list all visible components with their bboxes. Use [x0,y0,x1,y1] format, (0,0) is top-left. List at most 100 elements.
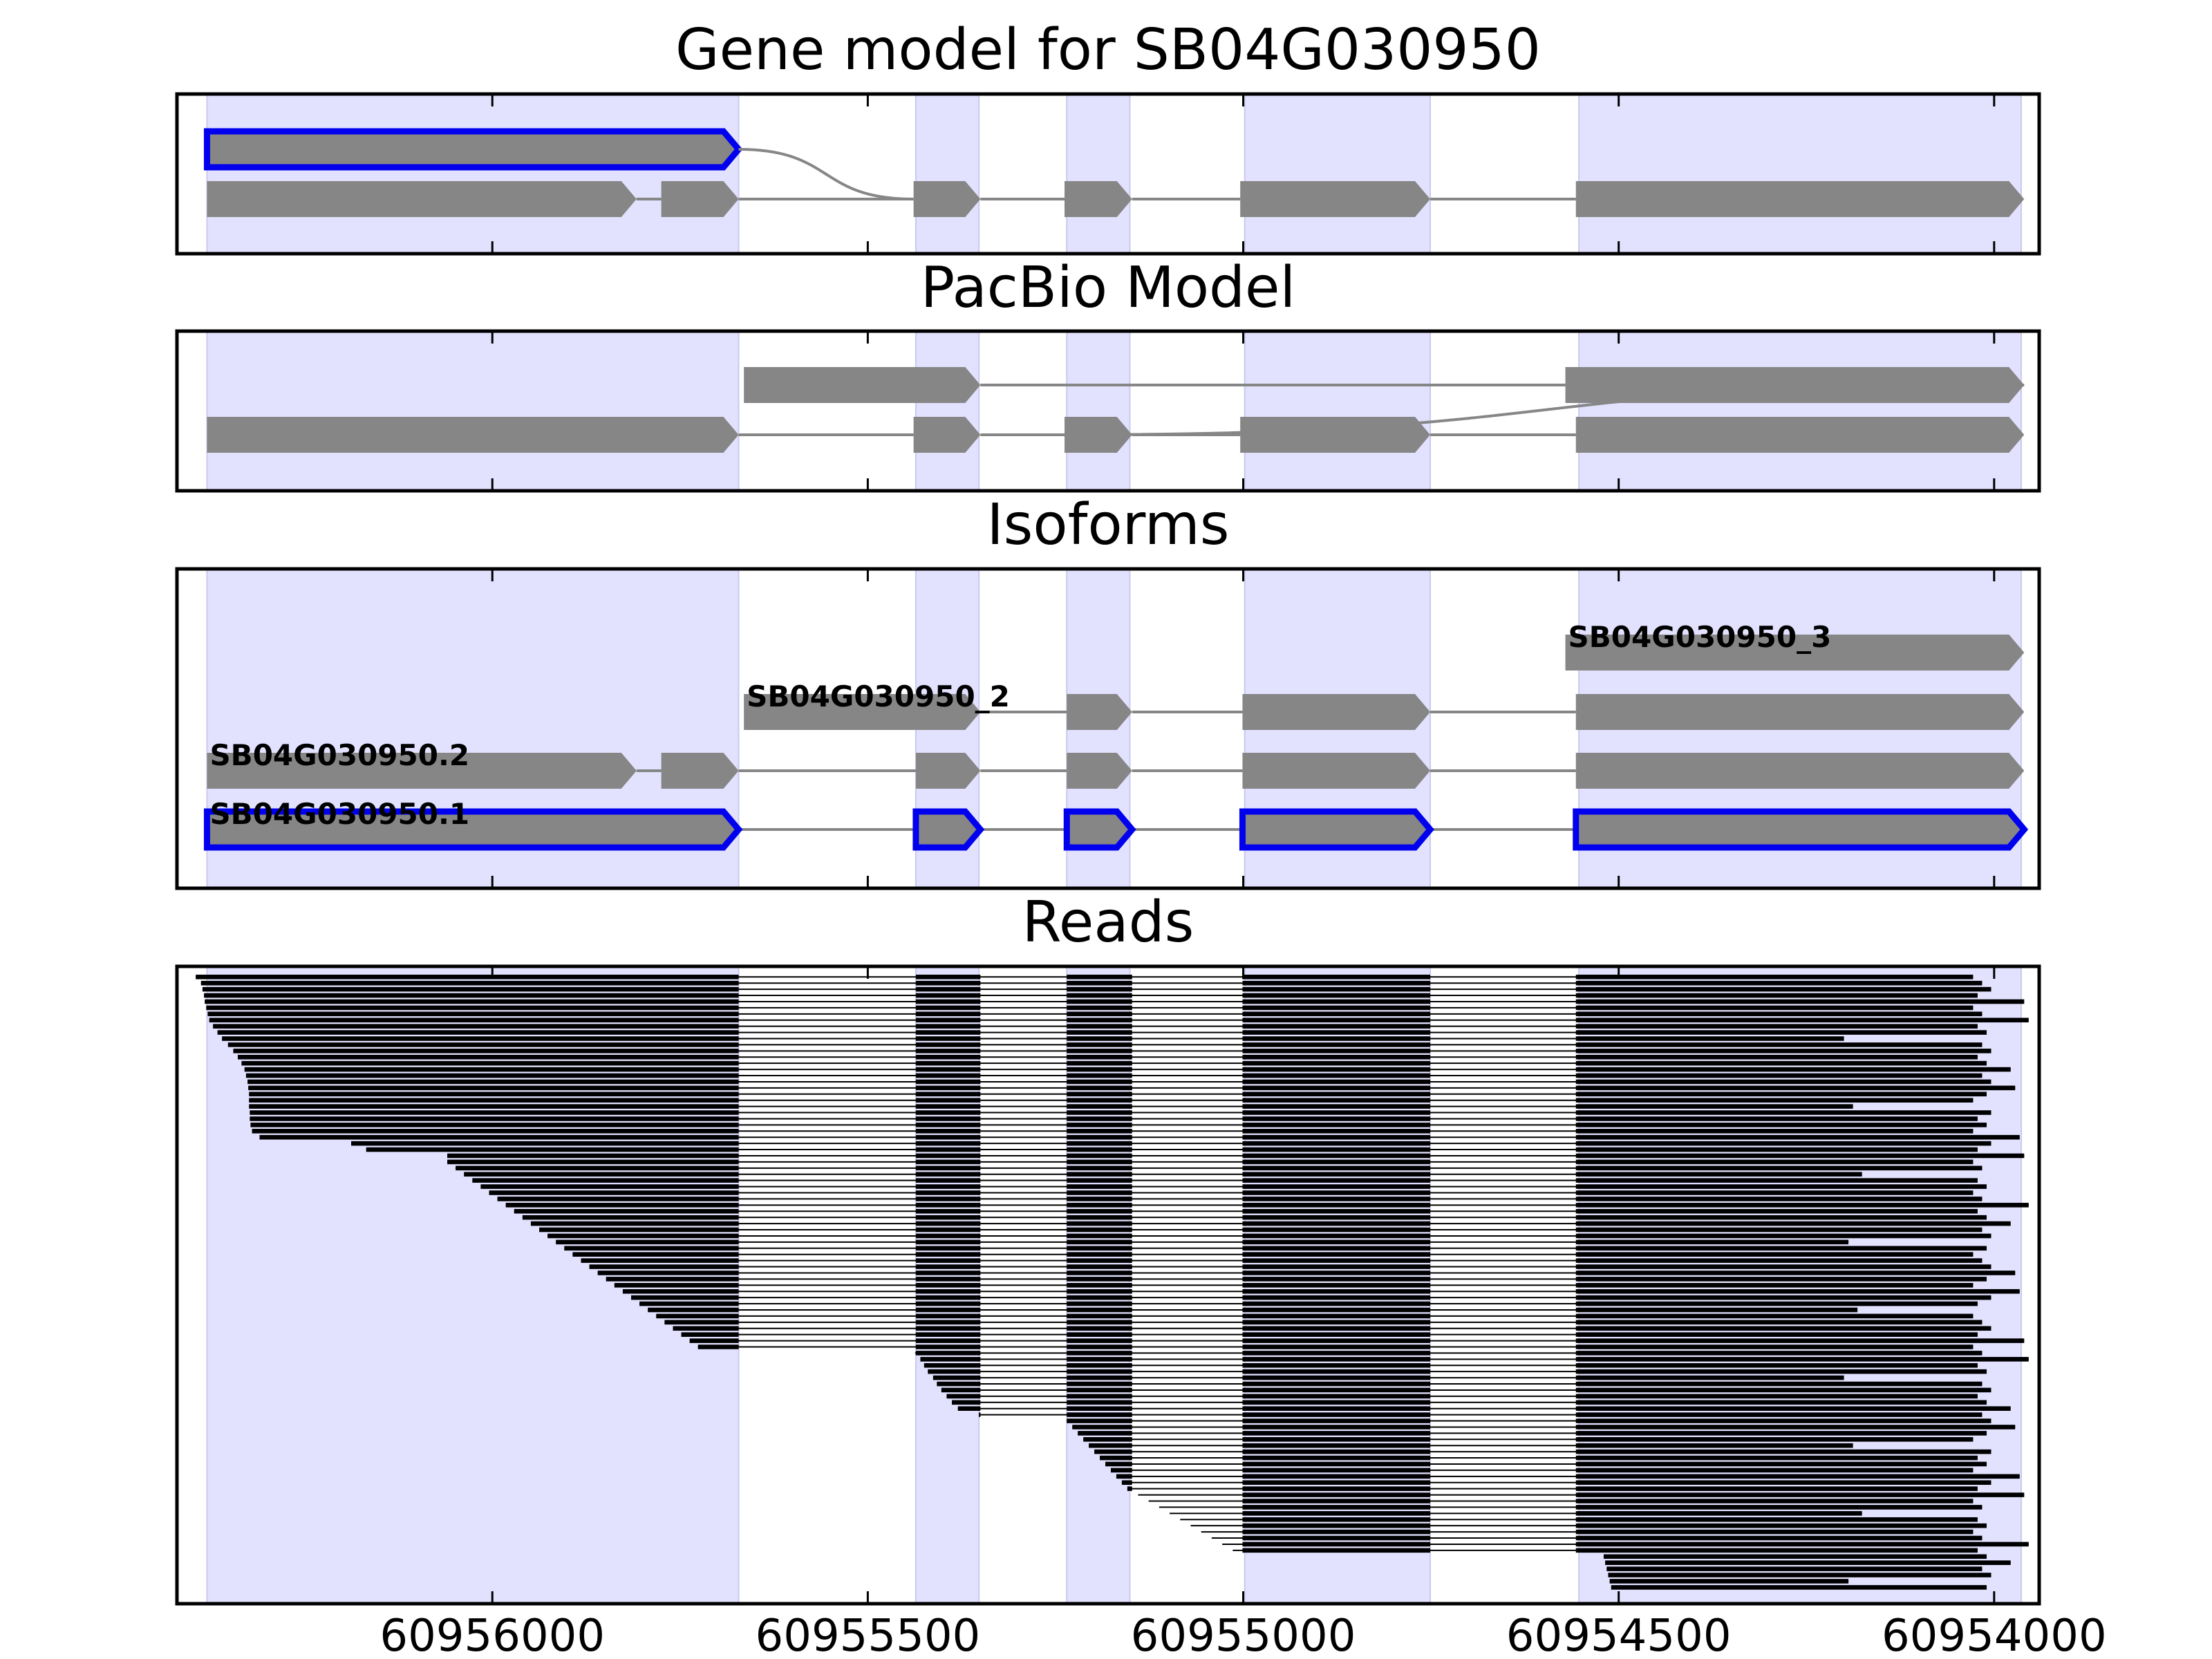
read-block [1575,1301,1978,1306]
read-block [1067,1005,1132,1011]
read-block [1067,1227,1132,1232]
read-block [1110,1468,1132,1473]
read-block [915,1147,981,1152]
read-block [915,986,981,992]
read-block [1242,1147,1431,1152]
read-block [1067,1400,1132,1405]
read-block [1067,1203,1132,1208]
read-block [1067,1116,1132,1121]
read-block [1242,1184,1431,1189]
read-block [915,1320,981,1325]
read-block [1242,1085,1431,1091]
panel-title: Isoforms [987,492,1230,558]
read-block [1575,1425,2016,1430]
exon [661,181,739,217]
read-block [1575,1437,1974,1442]
read-block [614,1283,739,1288]
read-block [202,986,739,992]
read-block [915,1184,981,1189]
read-block [915,975,981,980]
read-block [1575,1030,1987,1035]
read-block [915,1252,981,1257]
read-block [631,1295,739,1300]
read-block [1606,1566,1983,1571]
read-block [1605,1560,2011,1566]
read-block [1067,1357,1132,1362]
read-block [915,1141,981,1146]
read-block [1242,1073,1431,1078]
read-block [564,1246,739,1251]
read-block [1067,1351,1132,1356]
read-block [247,1079,739,1085]
axes-frame [175,92,2041,256]
read-block [1575,1054,1978,1060]
read-block [1067,1197,1132,1201]
read-block [1575,1221,2011,1226]
read-block [1575,1079,1991,1085]
read-block [1242,1153,1431,1159]
read-block [1242,1042,1431,1047]
read-block [1242,1523,1431,1528]
exon [915,753,981,789]
read-block [207,1011,739,1017]
highlighted-exon [203,128,743,171]
read-block [1575,1523,1987,1528]
read-block [1242,1492,1431,1497]
read-block [915,1091,981,1097]
exon [1240,181,1431,217]
read-block [1242,1190,1431,1195]
read-block [1067,1252,1132,1257]
read-block [1067,1295,1132,1300]
read-block [1078,1431,1132,1436]
read-block [1242,1011,1431,1017]
read-block [196,975,739,980]
read-block [1575,1110,1991,1115]
read-block [915,1351,981,1356]
read-block [1242,1159,1431,1165]
exon-shading [915,93,980,254]
read-block [946,1394,981,1399]
read-block [915,1246,981,1251]
read-block [1575,1480,1991,1485]
read-block [250,1116,739,1121]
read-block [1575,1529,1974,1535]
highlighted-exon [912,808,985,851]
exon [913,181,981,217]
read-block [1575,993,1978,998]
exon [744,367,981,403]
read-block [915,1313,981,1319]
read-block [1242,1049,1431,1053]
read-block [1242,1221,1431,1226]
read-block [1067,1098,1132,1103]
read-block [1242,1369,1431,1374]
read-block [915,1085,981,1091]
exon [1067,753,1132,789]
exon-shading [206,93,740,254]
read-block [1067,1283,1132,1288]
read-block [1242,1288,1431,1294]
read-block [915,1197,981,1201]
read-block [1067,1320,1132,1325]
read-block [1067,1123,1132,1127]
panel-3: Isoforms SB04G030950_3 SB04G030950_2 SB04G0… [175,492,2041,890]
read-block [1067,1264,1132,1269]
read-block [1067,1406,1132,1412]
read-block [1067,1215,1132,1220]
read-block [213,1024,739,1029]
isoform-label: SB04G030950_3 [1568,620,1832,654]
read-block [915,1208,981,1214]
read-block [1575,1104,1853,1109]
read-block [1242,1252,1431,1257]
read-block [1242,1338,1431,1343]
read-block [1611,1585,1987,1590]
read-block [1067,1418,1132,1423]
read-block [351,1141,739,1146]
read-block [1575,1190,1974,1195]
read-block [1067,1060,1132,1066]
read-block [1242,1517,1431,1522]
exon [913,417,981,453]
read-block [979,1412,981,1417]
read-block [606,1277,739,1282]
read-block [1242,1437,1431,1442]
read-block [928,1369,981,1374]
